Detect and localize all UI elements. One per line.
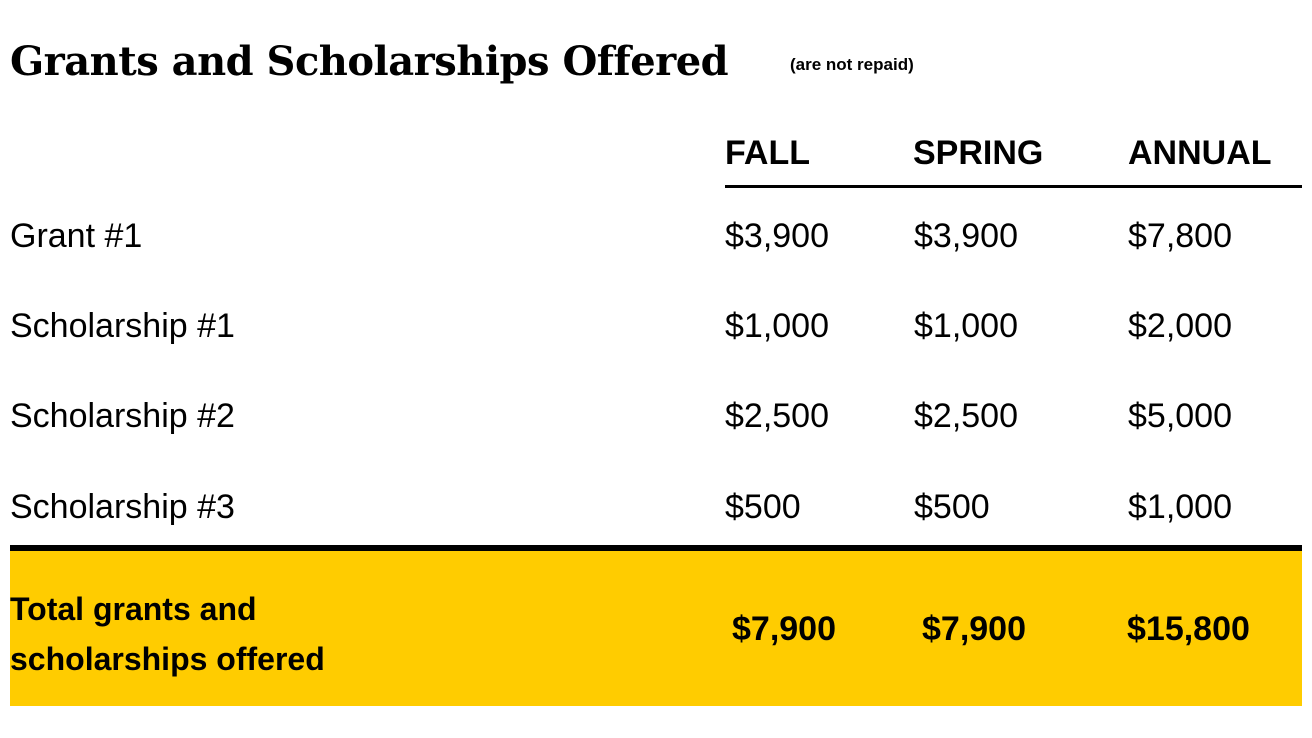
row-label: Scholarship #3 [10, 488, 235, 526]
column-header-annual: ANNUAL [1128, 134, 1272, 172]
fall-amount: $1,000 [725, 307, 829, 345]
total-fall-amount: $7,900 [732, 610, 836, 648]
page-title-row: Grants and Scholarships Offered [10, 38, 729, 85]
annual-amount: $2,000 [1128, 307, 1232, 345]
annual-amount: $5,000 [1128, 397, 1232, 435]
page-subtitle: (are not repaid) [790, 55, 914, 74]
column-header-fall: FALL [725, 134, 810, 172]
page-title: Grants and Scholarships Offered [10, 38, 729, 85]
fall-amount: $3,900 [725, 217, 829, 255]
row-label: Scholarship #1 [10, 307, 235, 345]
annual-amount: $7,800 [1128, 217, 1232, 255]
spring-amount: $3,900 [914, 217, 1018, 255]
column-header-spring: SPRING [913, 134, 1044, 172]
spring-amount: $500 [914, 488, 990, 526]
total-divider [10, 545, 1302, 551]
total-spring-amount: $7,900 [922, 610, 1026, 648]
fall-amount: $2,500 [725, 397, 829, 435]
spring-amount: $1,000 [914, 307, 1018, 345]
total-annual-amount: $15,800 [1127, 610, 1250, 648]
spring-amount: $2,500 [914, 397, 1018, 435]
annual-amount: $1,000 [1128, 488, 1232, 526]
total-label: Total grants and scholarships offered [10, 591, 325, 677]
row-label: Scholarship #2 [10, 397, 235, 435]
header-divider [725, 185, 1302, 188]
row-label: Grant #1 [10, 217, 143, 255]
total-row-highlight [10, 551, 1302, 706]
fall-amount: $500 [725, 488, 801, 526]
